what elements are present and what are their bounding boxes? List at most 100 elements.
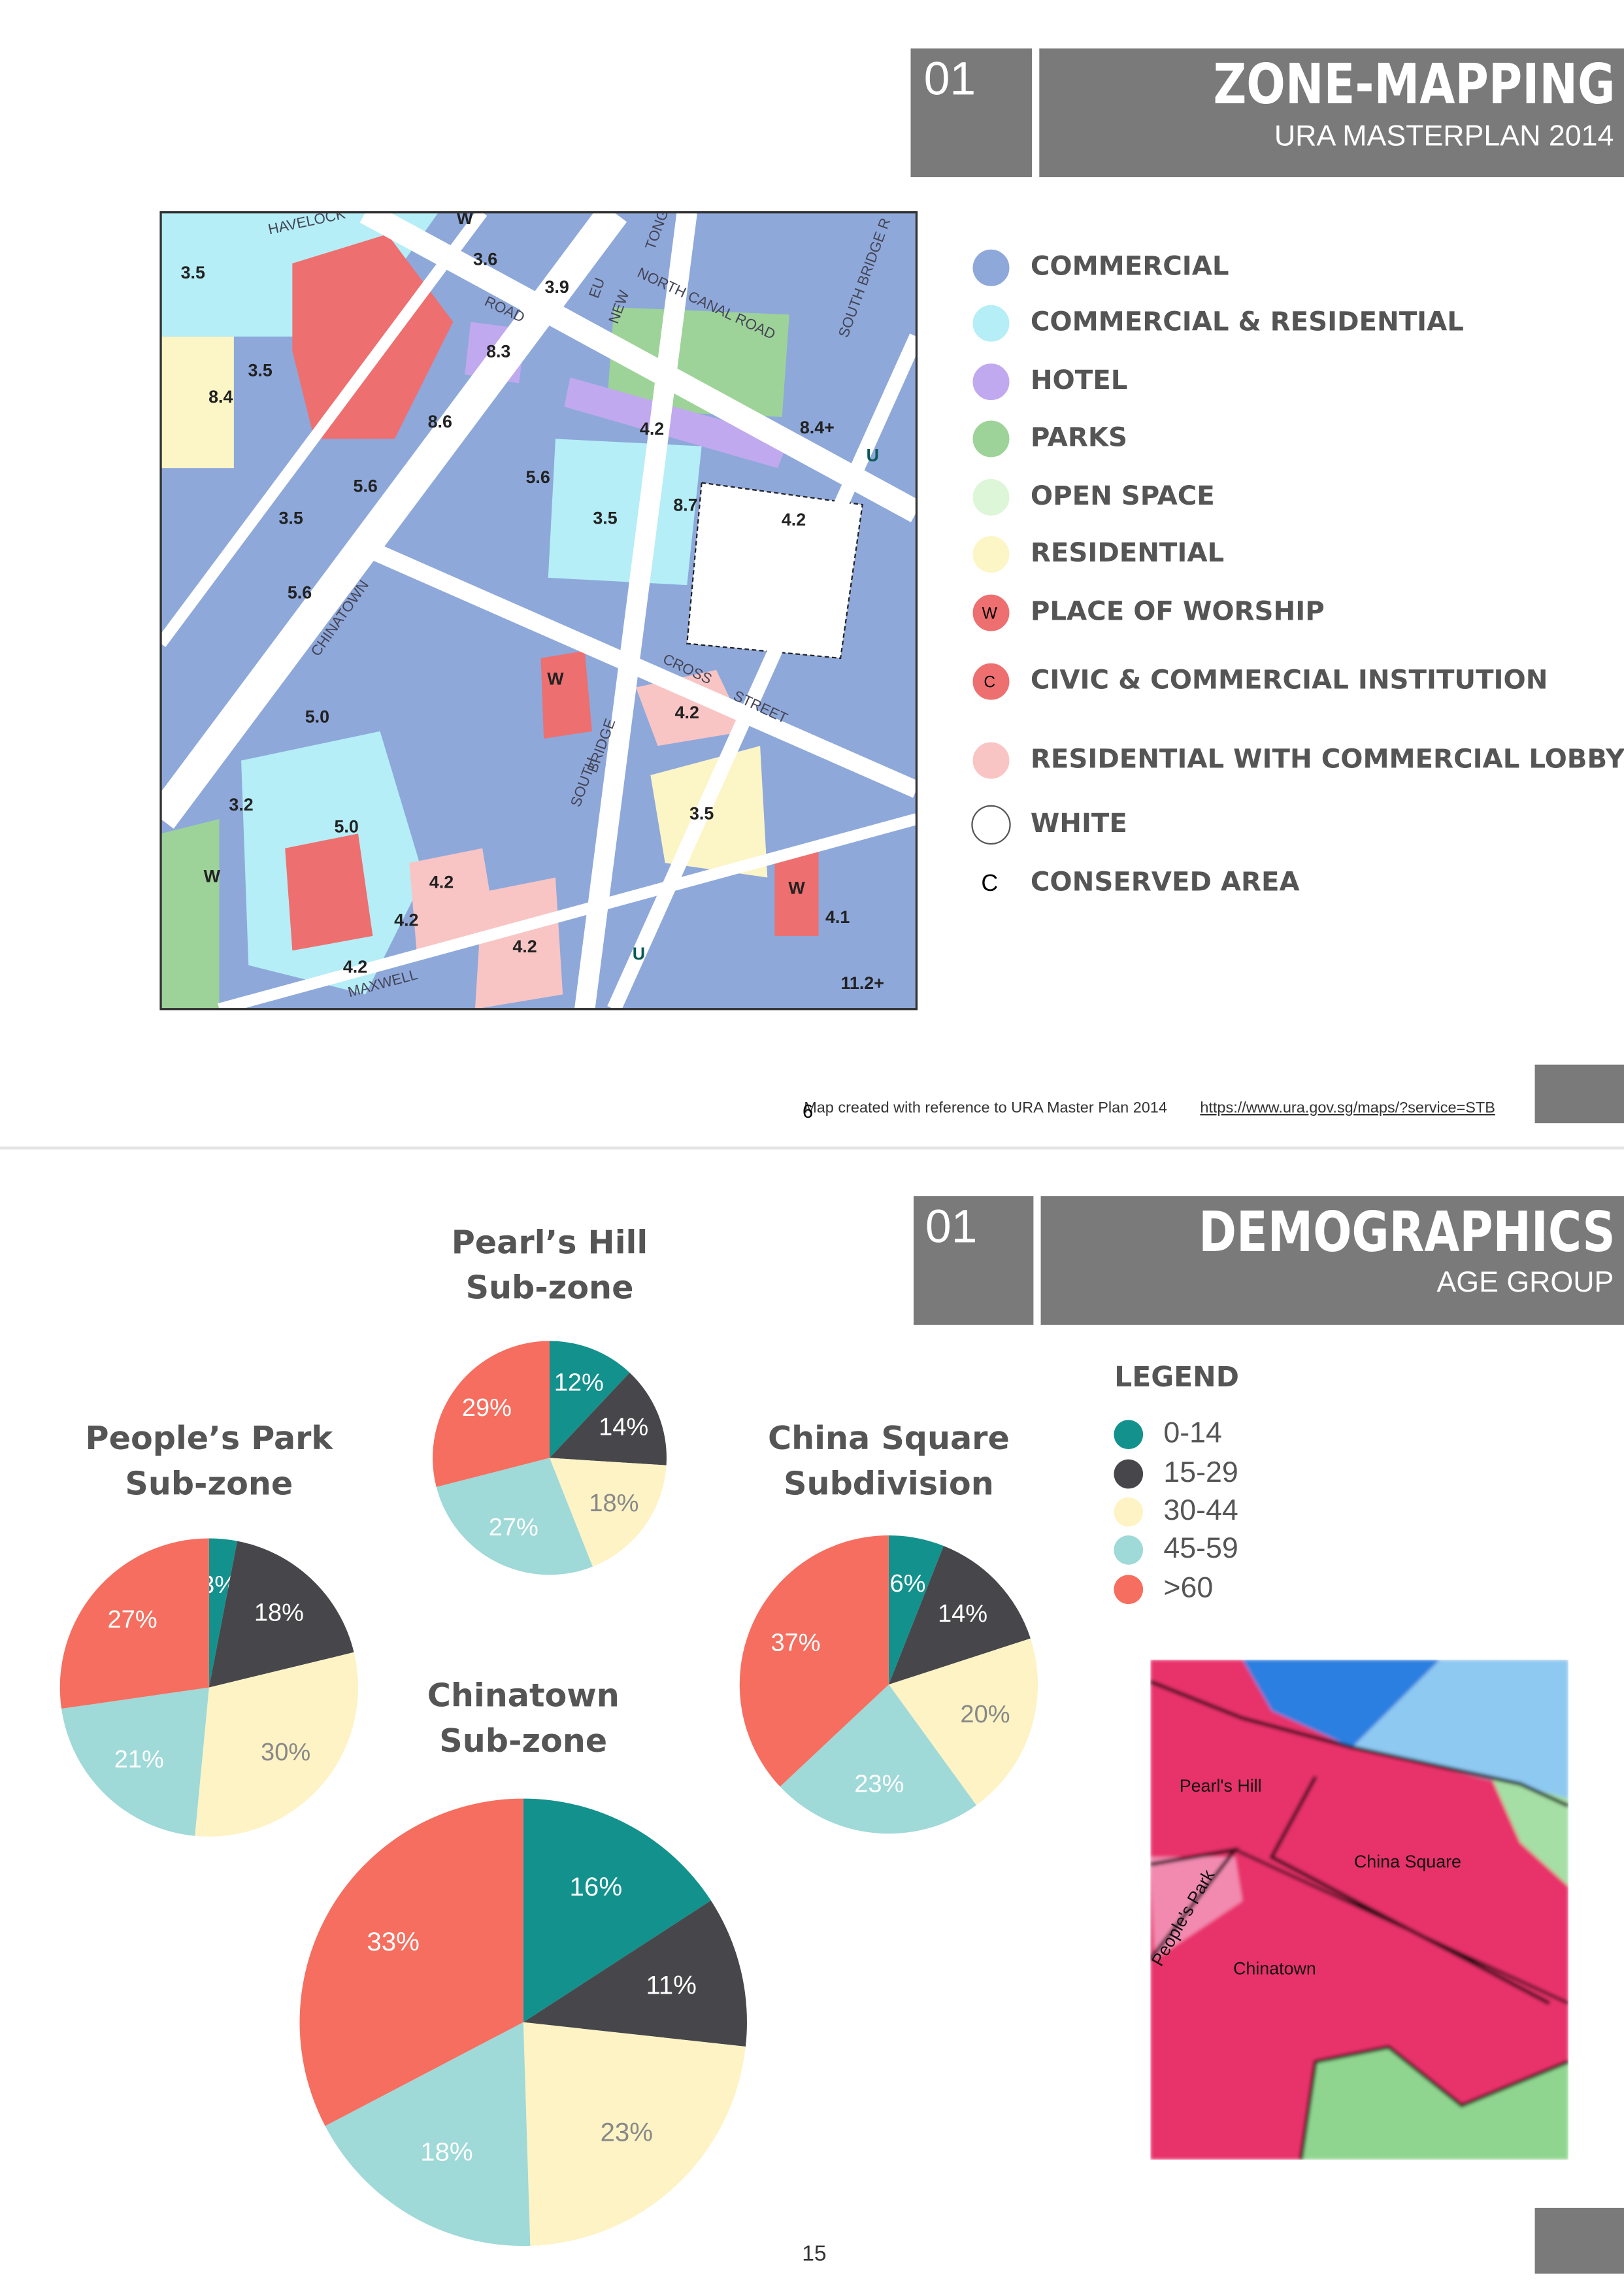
plot-ratio-label: 11.2+ [840, 973, 884, 993]
plot-ratio-label: 4.2 [675, 703, 699, 722]
legend-label: CIVIC & COMMERCIAL INSTITUTION [1031, 665, 1548, 695]
legend-label: COMMERCIAL & RESIDENTIAL [1031, 307, 1464, 337]
legend-label: CONSERVED AREA [1031, 867, 1300, 897]
legend-label: RESIDENTIAL [1031, 538, 1224, 568]
legend-swatch [1114, 1535, 1144, 1565]
slide-number: 01 [924, 53, 976, 105]
page-number: 15 [802, 2241, 826, 2266]
pie-value-label: 18% [420, 2137, 473, 2166]
plot-ratio-label: 3.5 [181, 263, 205, 282]
plot-ratio-label: 8.7 [673, 495, 697, 514]
plot-ratio-label: 4.2 [512, 937, 537, 956]
legend-label: COMMERCIAL [1031, 252, 1229, 282]
legend-label: 45-59 [1163, 1532, 1238, 1564]
legend-label: 15-29 [1163, 1456, 1238, 1488]
legend-swatch [971, 361, 1011, 402]
legend-swatch [971, 661, 1011, 701]
plot-ratio-label: 4.2 [394, 911, 418, 930]
map-symbol: W [204, 867, 221, 886]
pie-value-label: 37% [771, 1630, 821, 1657]
pie-slice [523, 2022, 746, 2246]
legend-swatch [971, 303, 1011, 343]
pie-title: Sub-zone [125, 1464, 293, 1502]
plot-ratio-label: 4.2 [640, 419, 664, 439]
plot-ratio-label: 5.0 [334, 816, 358, 836]
pie-title: Subdivision [784, 1464, 994, 1502]
legend-label: 30-44 [1163, 1494, 1238, 1526]
subzone-label: Chinatown [1233, 1958, 1316, 1978]
pie-title: Pearl’s Hill [452, 1223, 648, 1261]
slide-number: 01 [925, 1200, 978, 1252]
pie-value-label: 14% [938, 1600, 987, 1628]
plot-ratio-label: 5.0 [305, 707, 329, 727]
pie-slice [208, 1538, 238, 1688]
header-number-box [913, 1196, 1034, 1325]
legend-label: PARKS [1031, 422, 1127, 452]
plot-ratio-label: 5.6 [288, 583, 312, 603]
legend-swatch [971, 593, 1011, 633]
plot-ratio-label: 8.6 [428, 412, 452, 431]
legend-title: LEGEND [1114, 1362, 1239, 1394]
plot-ratio-label: 8.4 [208, 387, 233, 407]
legend-swatch [971, 805, 1011, 845]
plot-ratio-label: 3.2 [229, 795, 253, 814]
legend-swatch [1114, 1497, 1144, 1527]
legend-label: OPEN SPACE [1031, 481, 1215, 511]
pie-value-label: 18% [254, 1599, 304, 1626]
legend-swatch [971, 477, 1011, 518]
age-group-pies: Pearl’s Hill Sub-zone 12% 14% 18% 27% 29% Peopl… [59, 1223, 1038, 2247]
footer-link[interactable]: https://www.ura.gov.sg/maps/?service=STB [1200, 1099, 1495, 1116]
plot-ratio-label: 8.3 [486, 342, 510, 361]
slide-subtitle: URA MASTERPLAN 2014 [1274, 120, 1614, 152]
pie-slice [433, 1341, 550, 1487]
pie-value-label: 18% [589, 1490, 638, 1517]
legend-label: PLACE OF WORSHIP [1031, 597, 1325, 627]
pie-slice [61, 1687, 209, 1836]
legend-swatch [971, 741, 1011, 780]
pie-slice [208, 1541, 354, 1688]
pie-slice [59, 1538, 209, 1709]
footer-box [1534, 2207, 1624, 2274]
legend-label: >60 [1163, 1572, 1213, 1604]
pie-slice [780, 1684, 977, 1834]
map-symbol: U [633, 944, 645, 963]
plot-ratio-label: 5.6 [525, 467, 550, 487]
map-symbol: W [457, 209, 474, 228]
page-number: 6 [803, 1101, 813, 1122]
plot-ratio-label: 3.9 [545, 277, 569, 297]
legend-swatch [1114, 1459, 1144, 1489]
slide-title: DEMOGRAPHICS [1199, 1200, 1615, 1265]
pie-value-label: 23% [854, 1771, 904, 1798]
header-number-box [910, 48, 1033, 178]
pie-slice [888, 1535, 944, 1685]
legend-label: HOTEL [1031, 365, 1128, 395]
pie-slice [523, 1798, 711, 2022]
plot-ratio-label: 8.4+ [800, 418, 835, 437]
zoning-legend: COMMERCIAL COMMERCIAL & RESIDENTIAL HOTEL P… [971, 248, 1624, 897]
pie-value-label: 29% [462, 1394, 512, 1422]
legend-swatch [1114, 1420, 1144, 1450]
pie-slice [550, 1372, 667, 1465]
pie-title: Chinatown [427, 1677, 620, 1715]
pie-slice [550, 1341, 630, 1458]
pie-slice [436, 1458, 593, 1575]
pie-value-label: 12% [554, 1369, 604, 1396]
plot-ratio-label: 3.6 [473, 250, 497, 269]
map-frame [159, 211, 918, 1011]
pie-value-label: 11% [646, 1971, 697, 2000]
footer-box [1534, 1064, 1624, 1124]
legend-symbol: W [982, 605, 998, 622]
plot-ratio-label: 4.2 [343, 957, 367, 977]
pie-title: Sub-zone [439, 1722, 607, 1760]
plot-ratio-label: 3.5 [278, 509, 303, 528]
legend-swatch [1114, 1575, 1144, 1605]
legend-symbol: C [981, 870, 998, 896]
subzone-label: China Square [1354, 1852, 1461, 1871]
legend-swatch [971, 419, 1011, 459]
plot-ratio-label: 4.1 [825, 907, 850, 927]
legend-swatch [971, 534, 1011, 575]
pie-slice [888, 1545, 1031, 1685]
pie-value-label: 30% [261, 1739, 310, 1766]
